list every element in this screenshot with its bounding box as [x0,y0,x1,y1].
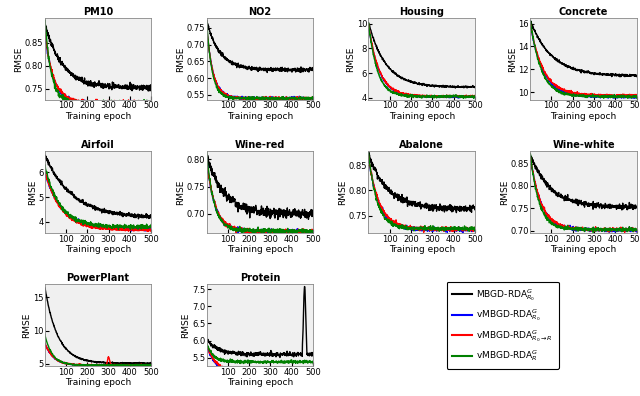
Y-axis label: RMSE: RMSE [15,46,24,72]
Y-axis label: RMSE: RMSE [346,46,355,72]
Title: NO2: NO2 [248,7,271,17]
Y-axis label: RMSE: RMSE [22,312,31,338]
Y-axis label: RMSE: RMSE [177,46,186,72]
X-axis label: Training epoch: Training epoch [227,378,293,387]
X-axis label: Training epoch: Training epoch [227,112,293,121]
X-axis label: Training epoch: Training epoch [227,245,293,254]
X-axis label: Training epoch: Training epoch [388,245,455,254]
Y-axis label: RMSE: RMSE [338,179,348,205]
Title: Abalone: Abalone [399,140,444,150]
Legend: MBGD-RDA$^G_{R_0}$, vMBGD-RDA$^G_{R_0}$, vMBGD-RDA$^G_{R_0\rightarrow R}$, vMBGD: MBGD-RDA$^G_{R_0}$, vMBGD-RDA$^G_{R_0}$,… [447,282,559,369]
X-axis label: Training epoch: Training epoch [65,378,131,387]
Y-axis label: RMSE: RMSE [508,46,517,72]
Title: PM10: PM10 [83,7,113,17]
Title: Protein: Protein [240,273,280,283]
Y-axis label: RMSE: RMSE [500,179,509,205]
Title: Housing: Housing [399,7,444,17]
Y-axis label: RMSE: RMSE [182,312,191,338]
Y-axis label: RMSE: RMSE [177,179,186,205]
X-axis label: Training epoch: Training epoch [388,112,455,121]
X-axis label: Training epoch: Training epoch [550,112,617,121]
Title: Wine-red: Wine-red [235,140,285,150]
Title: Airfoil: Airfoil [81,140,115,150]
Title: Concrete: Concrete [559,7,608,17]
Title: Wine-white: Wine-white [552,140,615,150]
Y-axis label: RMSE: RMSE [28,179,36,205]
Title: PowerPlant: PowerPlant [67,273,129,283]
X-axis label: Training epoch: Training epoch [65,112,131,121]
X-axis label: Training epoch: Training epoch [65,245,131,254]
X-axis label: Training epoch: Training epoch [550,245,617,254]
